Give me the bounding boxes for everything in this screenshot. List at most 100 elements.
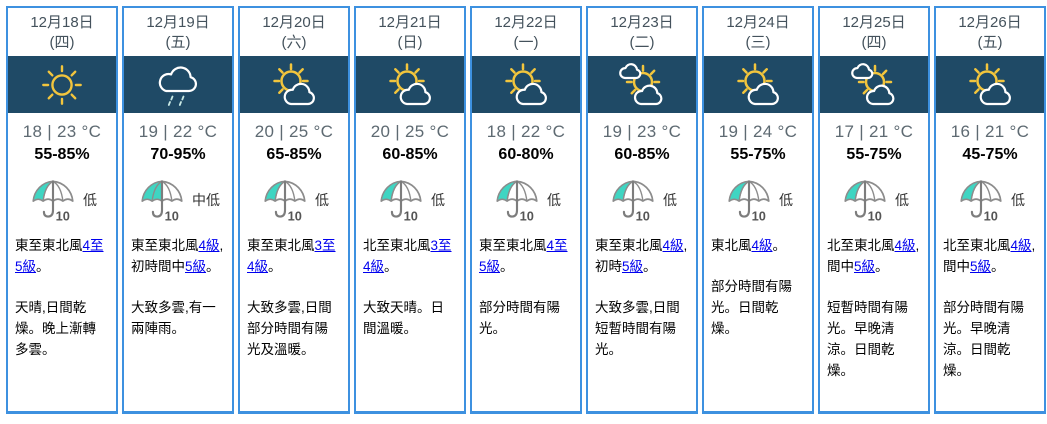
wind-text: 北至東北風 (827, 238, 895, 253)
humidity-range: 55-75% (846, 146, 902, 163)
wind-force-link[interactable]: 4級 (894, 238, 916, 253)
svg-text:10: 10 (520, 208, 534, 223)
wind-force-link[interactable]: 4至5級 (15, 238, 104, 274)
weather-summary: 短暫時間有陽光。早晚清涼。日間乾燥。 (827, 300, 908, 378)
psr-umbrella-10-icon: 10 (844, 180, 886, 223)
wind-force-link[interactable]: 5級 (622, 259, 644, 274)
sunny-icon (42, 64, 82, 105)
wind-forecast: 東至東北風4級,初時5級。 (588, 235, 696, 277)
humidity-range: 60-85% (382, 146, 438, 163)
wind-force-link[interactable]: 5級 (854, 259, 876, 274)
psr-umbrella-10-icon: 10 (496, 180, 538, 223)
humidity-range: 70-95% (150, 146, 206, 163)
wind-forecast: 東至東北風3至4級。 (240, 235, 348, 277)
wind-forecast: 東至東北風4至5級。 (472, 235, 580, 277)
weather-icon-band (472, 56, 580, 113)
forecast-day-card: 12月25日 (四) (818, 6, 930, 414)
nine-day-forecast: 12月18日 (四) (6, 6, 1046, 414)
weather-summary: 部分時間有陽光。日間乾燥。 (711, 279, 792, 336)
card-date: 12月23日 (二) (588, 8, 696, 56)
psr-level-label: 低 (779, 191, 793, 208)
card-date: 12月24日 (三) (704, 8, 812, 56)
date-text: 12月24日 (726, 14, 790, 31)
temperature-range: 17 | 21 °C (834, 122, 914, 141)
rain-cloud-icon (158, 65, 197, 106)
card-date: 12月25日 (四) (820, 8, 928, 56)
wind-text: ,初時 (595, 238, 688, 274)
wind-force-link[interactable]: 4級 (1010, 238, 1032, 253)
temperature-range: 20 | 25 °C (254, 122, 334, 141)
weekday-text: (五) (165, 33, 191, 51)
wind-force-link[interactable]: 3至4級 (247, 238, 336, 274)
rain-probability-row: 10 低 (356, 176, 464, 223)
wind-text: 東至東北風 (15, 238, 83, 253)
wind-forecast: 北至東北風4級,間中5級。 (936, 235, 1044, 277)
weather-icon-band (124, 56, 232, 113)
wind-text: 。 (36, 259, 50, 274)
weekday-text: (三) (745, 33, 771, 51)
psr-umbrella-10-icon: 10 (380, 180, 422, 223)
weekday-text: (六) (281, 33, 307, 51)
rain-probability-row: 10 中低 (124, 176, 232, 223)
date-text: 12月22日 (494, 14, 558, 31)
rain-probability-row: 10 低 (472, 176, 580, 223)
svg-text:10: 10 (984, 208, 998, 223)
weekday-text: (五) (977, 33, 1003, 51)
wind-text: 。 (772, 238, 787, 253)
wind-text: ,初時間中 (131, 238, 224, 274)
forecast-day-card: 12月18日 (四) (6, 6, 118, 414)
temperature-range: 19 | 22 °C (138, 122, 218, 141)
wind-force-link[interactable]: 3至4級 (363, 238, 452, 274)
rain-probability-row: 10 低 (8, 176, 116, 223)
temperature-range: 16 | 21 °C (950, 122, 1030, 141)
forecast-day-card: 12月26日 (五) (934, 6, 1046, 414)
psr-umbrella-10-icon: 10 (32, 180, 74, 223)
date-text: 12月18日 (30, 14, 94, 31)
date-text: 12月19日 (146, 14, 210, 31)
card-date: 12月20日 (六) (240, 8, 348, 56)
forecast-day-card: 12月23日 (二) (586, 6, 698, 414)
wind-text: 。 (500, 259, 514, 274)
wind-forecast: 東北風4級。 (704, 235, 812, 256)
svg-text:10: 10 (752, 208, 766, 223)
sunny-periods-icon (505, 62, 547, 105)
wind-forecast: 東至東北風4級,初時間中5級。 (124, 235, 232, 277)
weather-summary: 大致天晴。日間溫暖。 (363, 300, 444, 336)
wind-text: 北至東北風 (943, 238, 1011, 253)
wind-text: 東北風 (711, 238, 752, 253)
wind-text: 。 (643, 259, 657, 274)
wind-forecast: 北至東北風3至4級。 (356, 235, 464, 277)
psr-level-label: 低 (547, 191, 561, 208)
wind-text: ,間中 (827, 238, 920, 274)
temperature-range: 18 | 22 °C (486, 122, 566, 141)
weather-summary: 大致多雲,有一兩陣雨。 (131, 300, 216, 336)
wind-force-link[interactable]: 5級 (970, 259, 992, 274)
rain-probability-row: 10 低 (588, 176, 696, 223)
wind-forecast: 北至東北風4級,間中5級。 (820, 235, 928, 277)
weather-icon-band (8, 56, 116, 113)
psr-level-label: 低 (895, 191, 909, 208)
card-date: 12月21日 (日) (356, 8, 464, 56)
psr-umbrella-10-icon: 10 (728, 180, 770, 223)
card-date: 12月19日 (五) (124, 8, 232, 56)
wind-force-link[interactable]: 4級 (198, 238, 220, 253)
wind-force-link[interactable]: 4級 (662, 238, 684, 253)
psr-level-label: 低 (663, 191, 677, 208)
weekday-text: (一) (513, 33, 539, 51)
wind-force-link[interactable]: 4級 (751, 238, 773, 253)
card-date: 12月26日 (五) (936, 8, 1044, 56)
sunny-periods-icon (389, 62, 431, 105)
wind-text: 東至東北風 (247, 238, 315, 253)
wind-text: 東至東北風 (595, 238, 663, 253)
weather-icon-band (588, 56, 696, 113)
wind-text: 東至東北風 (479, 238, 547, 253)
humidity-range: 60-85% (614, 146, 670, 163)
forecast-day-card: 12月20日 (六) (238, 6, 350, 414)
weather-summary: 大致多雲,日間短暫時間有陽光。 (595, 300, 680, 357)
wind-force-link[interactable]: 4至5級 (479, 238, 568, 274)
temperature-range: 19 | 24 °C (718, 122, 798, 141)
psr-level-label: 低 (431, 191, 445, 208)
svg-text:10: 10 (404, 208, 418, 223)
wind-force-link[interactable]: 5級 (185, 259, 207, 274)
weather-icon-band (356, 56, 464, 113)
